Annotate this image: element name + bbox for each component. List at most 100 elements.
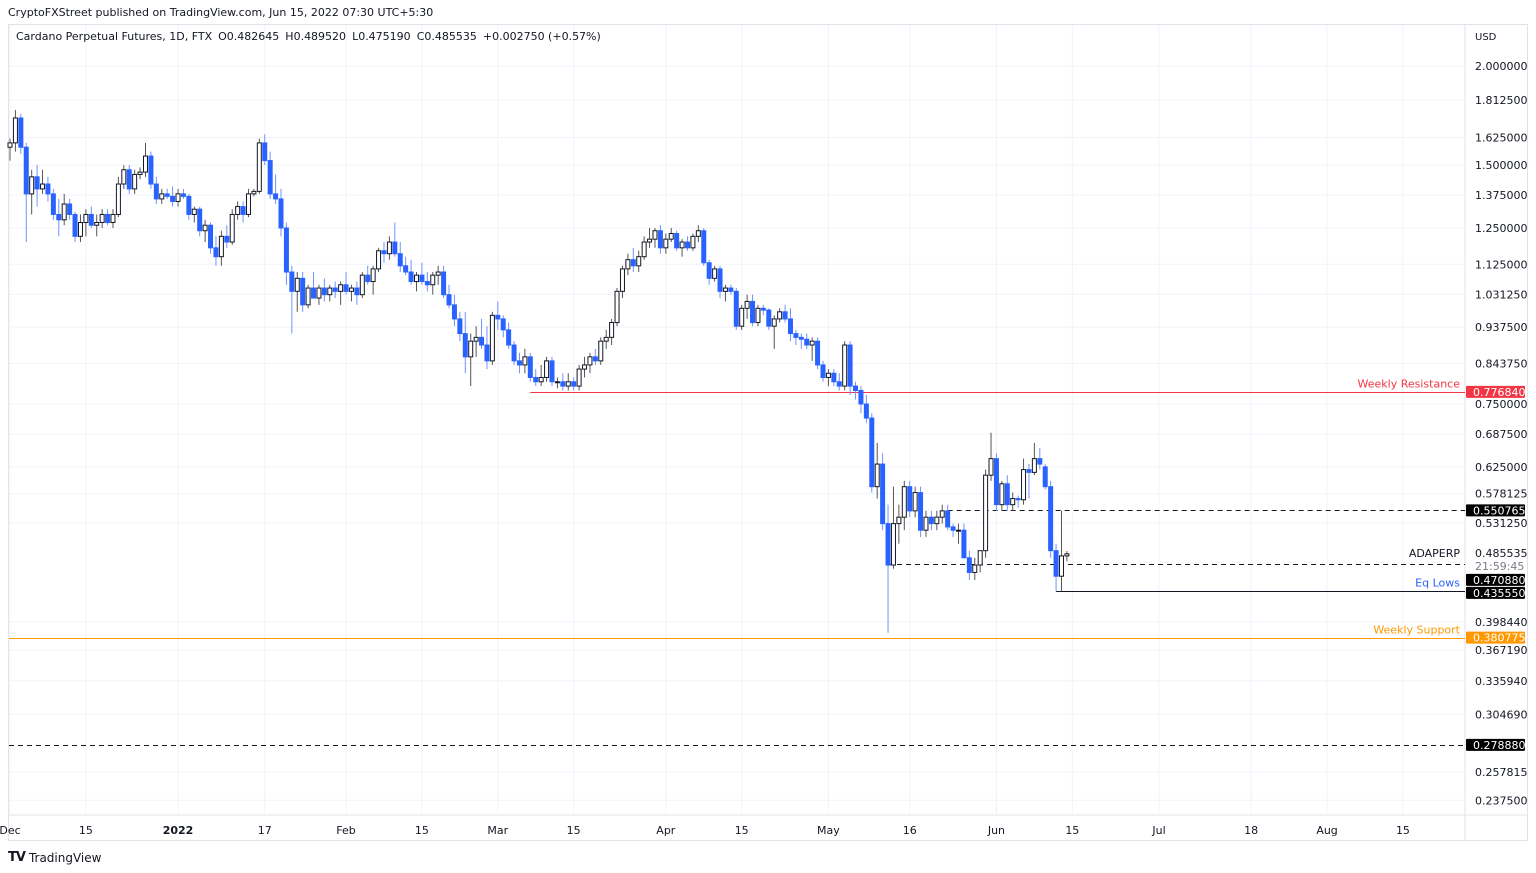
candle-up[interactable]: [582, 364, 588, 370]
candle-down[interactable]: [798, 336, 804, 340]
candle-up[interactable]: [619, 268, 625, 292]
candle-down[interactable]: [164, 193, 170, 197]
candle-up[interactable]: [636, 256, 642, 267]
candle-down[interactable]: [170, 195, 176, 202]
candle-up[interactable]: [115, 183, 121, 215]
candle-down[interactable]: [961, 529, 967, 559]
candle-down[interactable]: [918, 492, 924, 531]
candle-down[interactable]: [869, 417, 875, 488]
candle-down[interactable]: [311, 287, 317, 299]
candle-down[interactable]: [278, 198, 284, 229]
candle-down[interactable]: [1026, 469, 1032, 473]
candle-up[interactable]: [245, 193, 251, 215]
candle-down[interactable]: [441, 271, 447, 296]
candle-up[interactable]: [554, 381, 560, 384]
candle-down[interactable]: [516, 360, 522, 366]
candle-down[interactable]: [262, 142, 268, 162]
candle-up[interactable]: [121, 169, 127, 185]
candle-up[interactable]: [923, 516, 929, 531]
candle-up[interactable]: [576, 368, 582, 387]
candle-down[interactable]: [381, 250, 387, 255]
candle-down[interactable]: [354, 287, 360, 296]
candle-down[interactable]: [332, 287, 338, 292]
candle-down[interactable]: [45, 183, 51, 195]
candle-down[interactable]: [72, 213, 78, 237]
candle-up[interactable]: [7, 142, 13, 148]
candle-up[interactable]: [934, 516, 940, 525]
candle-up[interactable]: [489, 314, 495, 362]
candle-up[interactable]: [983, 474, 989, 552]
legend-symbol[interactable]: Cardano Perpetual Futures, 1D, FTX: [16, 30, 213, 43]
candle-down[interactable]: [126, 169, 132, 190]
candle-up[interactable]: [370, 268, 376, 283]
candle-up[interactable]: [191, 208, 197, 215]
candle-up[interactable]: [690, 235, 696, 249]
candle-down[interactable]: [186, 195, 192, 215]
candle-down[interactable]: [23, 146, 29, 195]
candle-down[interactable]: [403, 265, 409, 273]
candle-down[interactable]: [148, 155, 154, 185]
candle-up[interactable]: [294, 277, 300, 292]
candle-up[interactable]: [522, 356, 528, 366]
candle-up[interactable]: [386, 241, 392, 255]
candle-up[interactable]: [327, 287, 333, 296]
candle-down[interactable]: [885, 523, 891, 566]
candle-down[interactable]: [321, 287, 327, 296]
candle-down[interactable]: [479, 336, 485, 346]
candle-up[interactable]: [1031, 458, 1037, 473]
candle-up[interactable]: [679, 241, 685, 249]
tradingview-logo-icon[interactable]: 𝗧𝗩: [8, 850, 26, 865]
candle-down[interactable]: [1042, 466, 1048, 488]
candle-down[interactable]: [787, 318, 793, 335]
candle-down[interactable]: [408, 271, 414, 283]
candle-up[interactable]: [316, 287, 322, 299]
candle-up[interactable]: [538, 376, 544, 383]
candle-up[interactable]: [722, 287, 728, 292]
candle-down[interactable]: [240, 206, 246, 215]
candle-up[interactable]: [77, 221, 83, 237]
candle-down[interactable]: [847, 344, 853, 387]
candle-down[interactable]: [224, 235, 230, 243]
candle-up[interactable]: [435, 271, 441, 276]
candle-up[interactable]: [544, 360, 550, 378]
candle-up[interactable]: [587, 356, 593, 366]
candle-up[interactable]: [647, 238, 653, 243]
candle-up[interactable]: [609, 322, 615, 338]
candle-down[interactable]: [1037, 458, 1043, 465]
candle-down[interactable]: [863, 403, 869, 419]
candle-down[interactable]: [1048, 486, 1054, 552]
candle-up[interactable]: [988, 458, 994, 476]
candle-down[interactable]: [831, 372, 837, 383]
candle-up[interactable]: [202, 224, 208, 232]
candle-down[interactable]: [283, 227, 289, 273]
candle-down[interactable]: [365, 274, 371, 283]
candle-up[interactable]: [1010, 498, 1016, 506]
candle-down[interactable]: [273, 193, 279, 200]
candle-down[interactable]: [717, 268, 723, 292]
candle-down[interactable]: [1015, 498, 1021, 501]
candle-down[interactable]: [945, 510, 951, 528]
candle-down[interactable]: [733, 290, 739, 327]
candle-up[interactable]: [414, 274, 419, 283]
candle-up[interactable]: [603, 336, 609, 342]
candle-up[interactable]: [1021, 469, 1027, 501]
candle-down[interactable]: [533, 376, 539, 383]
candle-up[interactable]: [1058, 555, 1064, 577]
candle-down[interactable]: [1004, 483, 1010, 506]
candle-up[interactable]: [614, 290, 620, 324]
candle-up[interactable]: [712, 268, 718, 279]
candle-up[interactable]: [359, 274, 365, 296]
candle-down[interactable]: [18, 117, 24, 148]
candle-down[interactable]: [506, 329, 512, 346]
candle-down[interactable]: [50, 193, 56, 215]
candle-down[interactable]: [880, 463, 886, 525]
candle-down[interactable]: [701, 230, 707, 264]
candle-down[interactable]: [853, 385, 859, 391]
candle-down[interactable]: [1053, 550, 1059, 577]
candle-down[interactable]: [549, 360, 555, 383]
candle-down[interactable]: [500, 318, 506, 331]
candle-up[interactable]: [159, 193, 165, 200]
candle-down[interactable]: [88, 213, 94, 226]
candle-up[interactable]: [29, 176, 35, 195]
candle-down[interactable]: [815, 340, 821, 366]
